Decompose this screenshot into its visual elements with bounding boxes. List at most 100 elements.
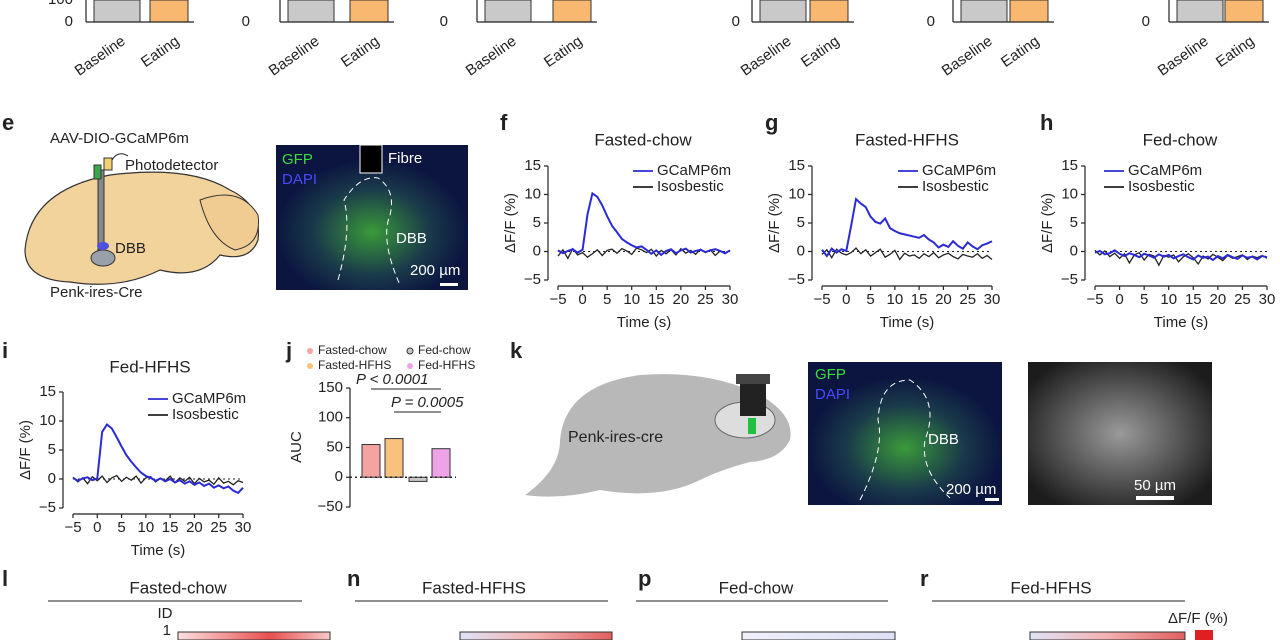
x-tick-label: 15 (1185, 291, 1202, 308)
legend-label: GCaMP6m (172, 390, 246, 407)
bar (1224, 0, 1264, 23)
x-tick-label: 5 (603, 291, 611, 308)
y-tick-label: 0 (335, 468, 343, 485)
bar (149, 0, 189, 23)
annotation: P < 0.0001 (356, 371, 428, 388)
bar (93, 0, 141, 23)
x-tick-label: 0 (578, 291, 586, 308)
bar (349, 0, 389, 23)
image-label: DAPI (815, 386, 850, 403)
y-tick-label: 150 (318, 379, 343, 396)
y-tick-label: −5 (524, 271, 541, 288)
legend-swatch (407, 363, 413, 369)
image-label: 200 µm (946, 481, 996, 498)
y-tick-label: 10 (1061, 185, 1078, 202)
label: Photodetector (125, 157, 218, 174)
panel-letter: i (2, 338, 8, 363)
trace-line (1094, 249, 1268, 267)
trace-line (557, 247, 731, 260)
y-tick-label: 0 (533, 242, 541, 259)
y-tick-label: 1 (163, 622, 171, 639)
label: Penk-ires-cre (568, 429, 663, 446)
legend-label: Isosbestic (922, 178, 989, 195)
legend-label: Isosbestic (172, 406, 239, 423)
x-tick-label: Baseline (266, 33, 323, 80)
trace-line (821, 247, 993, 261)
heatmap (177, 631, 331, 640)
y-tick-label: 100 (318, 409, 343, 426)
x-tick-label: Eating (338, 33, 383, 71)
trace-line (72, 422, 244, 495)
panel-letter: p (638, 566, 651, 591)
x-tick-label: Baseline (72, 33, 129, 80)
y-tick-label: 5 (48, 441, 56, 458)
legend-label: GCaMP6m (922, 162, 996, 179)
scale-bar (985, 498, 999, 501)
y-tick-label: 0 (48, 470, 56, 487)
x-tick-label: 20 (1210, 291, 1227, 308)
x-tick-label: −5 (64, 519, 81, 536)
fibre-track (359, 144, 383, 174)
panel-letter: h (1040, 110, 1053, 135)
y-axis-label: AUC (288, 431, 305, 463)
y-tick-label: 10 (788, 185, 805, 202)
x-tick-label: 0 (93, 519, 101, 536)
bar (960, 0, 1008, 23)
trace-line (821, 197, 993, 258)
tick-label: 100 (48, 0, 73, 8)
colorbar (1195, 630, 1213, 640)
trace-line (557, 191, 731, 257)
x-tick-label: 0 (842, 291, 850, 308)
colorbar-label: ΔF/F (%) (1168, 610, 1228, 627)
y-tick-label: −5 (39, 499, 56, 516)
x-tick-label: Eating (1213, 33, 1258, 71)
bar (361, 444, 381, 478)
x-tick-label: 0 (1115, 291, 1123, 308)
trace-line (1094, 249, 1268, 262)
heatmap-title: Fed-HFHS (1010, 578, 1091, 597)
y-tick-label: 5 (797, 214, 805, 231)
bar (809, 0, 849, 23)
y-tick-label: 15 (788, 157, 805, 174)
x-tick-label: 5 (117, 519, 125, 536)
bar (408, 476, 428, 482)
bar (552, 0, 592, 23)
x-tick-label: 10 (138, 519, 155, 536)
x-tick-label: 20 (186, 519, 203, 536)
image-label: GFP (282, 151, 313, 168)
y-tick-label: 15 (39, 383, 56, 400)
image-label: Fibre (388, 150, 422, 167)
panel-letter: l (2, 566, 8, 591)
x-tick-label: 20 (935, 291, 952, 308)
y-tick-label: 0 (797, 242, 805, 259)
x-tick-label: Baseline (1155, 33, 1212, 80)
x-tick-label: 5 (1140, 291, 1148, 308)
x-axis-label: Time (s) (880, 314, 934, 331)
x-tick-label: 25 (959, 291, 976, 308)
heatmap (459, 631, 613, 640)
heatmap-title: Fasted-chow (129, 578, 227, 597)
chart-title: Fasted-chow (594, 130, 692, 149)
region-outline (859, 379, 951, 501)
x-axis-label: Time (s) (131, 542, 185, 559)
legend-label: Fed-HFHS (418, 358, 475, 372)
x-tick-label: 15 (648, 291, 665, 308)
x-tick-label: 30 (722, 291, 739, 308)
y-tick-label: 15 (524, 157, 541, 174)
legend-label: Fed-chow (418, 343, 471, 357)
y-axis-label: ΔF/F (%) (502, 193, 519, 253)
y-tick-label: 10 (39, 412, 56, 429)
image-label: DBB (928, 431, 959, 448)
y-axis-label: ΔF/F (%) (766, 193, 783, 253)
chart-title: Fed-HFHS (109, 357, 190, 376)
panel-letter: j (285, 338, 292, 363)
x-tick-label: −5 (1086, 291, 1103, 308)
x-tick-label: 25 (697, 291, 714, 308)
y-tick-label: −5 (1061, 271, 1078, 288)
panel-letter: e (2, 110, 14, 135)
bar (1176, 0, 1224, 23)
label: DBB (115, 240, 146, 257)
annotation: P = 0.0005 (391, 394, 464, 411)
